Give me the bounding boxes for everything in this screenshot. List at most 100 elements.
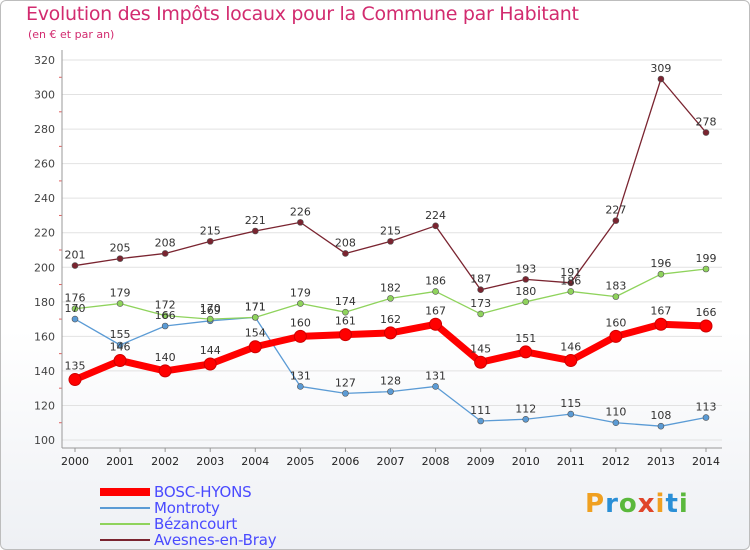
data-label: 186 [560,274,581,287]
data-label: 187 [470,273,491,286]
x-tick-label: 2001 [106,455,134,468]
data-label: 171 [245,300,266,313]
data-label: 161 [335,315,356,328]
x-tick-label: 2008 [422,455,450,468]
data-point [71,305,79,313]
data-point [699,319,713,333]
data-point [161,322,169,330]
data-point [297,383,304,390]
data-label: 154 [245,327,266,340]
data-label: 182 [380,281,401,294]
x-tick-label: 2002 [151,455,179,468]
data-label: 309 [650,62,671,75]
data-label: 174 [335,295,356,308]
data-point [474,355,488,369]
data-point [702,414,710,421]
legend-item: Montroty [100,499,300,517]
data-point [206,315,214,323]
logo-letter: r [605,489,619,519]
data-point [477,286,484,294]
data-label: 208 [155,236,176,249]
legend-label: BOSC-HYONS [154,483,252,501]
y-tick-label: 300 [34,89,55,102]
data-label: 183 [605,280,626,293]
logo-letter: i [678,489,689,519]
x-tick-label: 2013 [647,455,675,468]
data-label: 191 [560,266,581,279]
data-point [657,270,665,278]
data-label: 160 [605,316,626,329]
legend-swatch [100,539,150,541]
chart-title: Evolution des Impôts locaux pour la Comm… [26,3,579,25]
legend-swatch [100,523,150,525]
data-label: 146 [110,341,131,354]
data-point [206,238,214,245]
data-point [297,219,304,226]
data-point [113,354,127,368]
logo-letter: t [665,489,679,519]
data-label: 108 [650,409,671,422]
data-label: 166 [155,309,176,322]
legend-swatch [100,488,150,496]
data-label: 199 [696,252,717,265]
data-point [432,222,439,230]
data-label: 155 [110,328,131,341]
data-label: 193 [515,262,536,275]
data-label: 172 [155,299,176,312]
x-tick-label: 2011 [557,455,585,468]
y-tick-label: 160 [34,330,55,343]
x-tick-label: 2006 [331,455,359,468]
data-label: 131 [425,369,446,382]
data-label: 196 [650,257,671,270]
legend-swatch [100,507,150,509]
y-tick-label: 260 [34,158,55,171]
data-label: 278 [696,116,717,129]
data-label: 205 [110,242,131,255]
legend-label: Bézancourt [154,515,238,533]
legend-label: Avesnes-en-Bray [154,531,277,549]
y-tick-label: 100 [34,434,55,447]
data-label: 169 [200,304,221,317]
logo-letter: i [655,489,666,519]
data-point [432,383,439,390]
data-point [161,312,169,319]
data-point [342,250,349,257]
data-point [612,419,620,427]
data-label: 201 [65,249,86,262]
x-tick-label: 2007 [377,455,405,468]
series-line [74,78,707,291]
data-point [342,390,349,397]
y-tick-label: 220 [34,227,55,240]
data-point [248,340,262,354]
data-point [338,328,352,342]
data-label: 170 [200,302,221,315]
logo-letter: o [618,489,638,519]
proxiti-logo: Proxiti [585,489,689,519]
data-label: 186 [425,274,446,287]
chart-subtitle: (en € et par an) [28,28,115,41]
logo-letter: x [637,489,656,519]
x-tick-label: 2004 [241,455,269,468]
x-tick-label: 2003 [196,455,224,468]
x-tick-label: 2014 [692,455,720,468]
y-tick-label: 200 [34,261,55,274]
data-label: 227 [605,204,626,217]
data-point [116,300,124,307]
data-point [251,314,259,321]
x-tick-label: 2010 [512,455,540,468]
data-label: 179 [290,287,311,300]
data-point [429,317,443,331]
x-tick-label: 2000 [61,455,89,468]
legend-label: Montroty [154,499,220,517]
data-point [203,357,217,371]
data-label: 179 [110,287,131,300]
x-tick-label: 2009 [467,455,495,468]
data-label: 180 [515,285,536,298]
data-label: 112 [515,402,536,415]
data-label: 226 [290,205,311,218]
data-label: 144 [200,344,221,357]
data-label: 135 [65,360,86,373]
data-point [158,364,172,378]
legend-item: Bézancourt [100,515,300,533]
